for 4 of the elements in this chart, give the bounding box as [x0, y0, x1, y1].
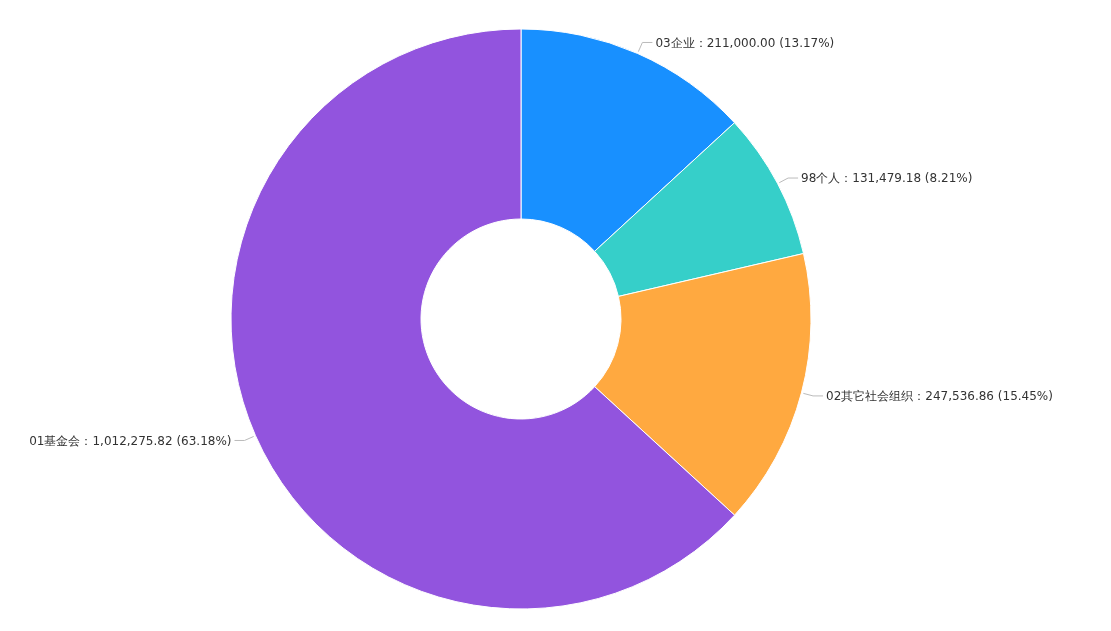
- slice-label: 02其它社会组织：247,536.86 (15.45%): [826, 389, 1053, 404]
- slice-label: 01基金会：1,012,275.82 (63.18%): [29, 433, 232, 448]
- slice-label: 03企业：211,000.00 (13.17%): [655, 35, 835, 50]
- slice-label: 98个人：131,479.18 (8.21%): [801, 171, 973, 186]
